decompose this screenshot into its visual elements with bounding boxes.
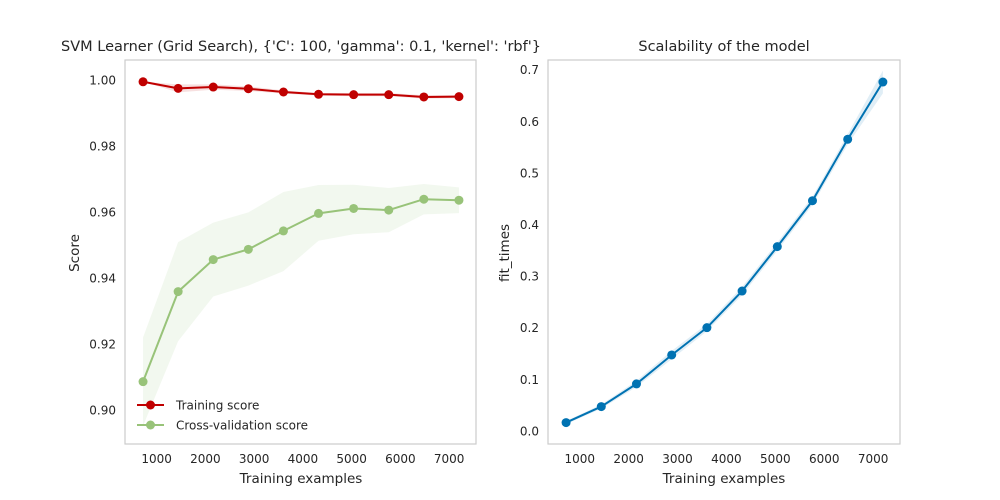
y-tick-label: 0.0 [520, 424, 539, 438]
data-point [702, 323, 712, 333]
series-lines [565, 81, 884, 424]
data-point [667, 350, 677, 360]
x-axis-label: Training examples [239, 471, 363, 487]
x-tick-label: 1000 [141, 452, 172, 466]
legend: Training score Cross-validation score [137, 399, 308, 433]
data-point [173, 83, 183, 93]
y-tick-label: 0.7 [520, 63, 539, 77]
y-tick-label: 0.4 [520, 218, 539, 232]
x-tick-label: 6000 [809, 452, 840, 466]
legend-label: Training score [175, 399, 259, 413]
data-point [631, 379, 641, 389]
x-tick-label: 5000 [336, 452, 367, 466]
legend-entry-cross-validation: Cross-validation score [137, 419, 308, 433]
x-tick-label: 2000 [190, 452, 221, 466]
y-tick-label: 0.90 [89, 403, 116, 417]
x-axis-label: Training examples [662, 471, 786, 487]
y-ticks: 0.90 0.92 0.94 0.96 0.98 1.00 [89, 73, 116, 417]
y-tick-label: 1.00 [89, 73, 116, 87]
data-point [878, 77, 888, 87]
series-line [142, 198, 459, 383]
legend-swatch-marker [146, 420, 155, 430]
data-point [454, 92, 464, 102]
data-point [737, 286, 747, 296]
data-point [807, 196, 817, 206]
x-tick-label: 3000 [239, 452, 270, 466]
y-axis-label: fit_times [497, 224, 513, 282]
data-point [349, 90, 359, 100]
series-line [565, 81, 884, 424]
x-tick-label: 7000 [858, 452, 889, 466]
x-tick-label: 4000 [711, 452, 742, 466]
series-lines [142, 80, 459, 383]
y-tick-label: 0.98 [89, 139, 116, 153]
data-point [314, 208, 324, 218]
legend-label: Cross-validation score [176, 419, 308, 433]
learning-curve-plot: SVM Learner (Grid Search), {'C': 100, 'g… [61, 39, 541, 487]
x-tick-label: 1000 [565, 452, 596, 466]
data-point [243, 244, 253, 254]
x-tick-label: 3000 [662, 452, 693, 466]
y-ticks: 0.0 0.1 0.2 0.3 0.4 0.5 0.6 0.7 [520, 63, 539, 438]
chart-title: Scalability of the model [638, 39, 809, 55]
data-point [843, 134, 853, 144]
y-tick-label: 0.1 [520, 373, 539, 387]
x-ticks: 1000 2000 3000 4000 5000 6000 7000 [141, 452, 464, 466]
data-point [561, 418, 571, 428]
data-point [384, 205, 394, 215]
data-point [419, 194, 429, 204]
axes-frame [124, 59, 477, 445]
chart-title: SVM Learner (Grid Search), {'C': 100, 'g… [61, 39, 541, 55]
y-tick-label: 0.2 [520, 321, 539, 335]
legend-entry-training: Training score [137, 399, 259, 413]
data-point [596, 402, 606, 412]
y-tick-label: 0.92 [89, 337, 116, 351]
data-point [138, 377, 148, 387]
data-point [384, 90, 394, 100]
x-tick-label: 5000 [760, 452, 791, 466]
confidence-band [143, 184, 459, 426]
y-axis-label: Score [67, 234, 83, 272]
x-tick-label: 6000 [385, 452, 416, 466]
series-markers [138, 77, 464, 387]
data-point [314, 89, 324, 99]
y-tick-label: 0.3 [520, 270, 539, 284]
x-tick-label: 7000 [434, 452, 465, 466]
x-ticks: 1000 2000 3000 4000 5000 6000 7000 [565, 452, 889, 466]
data-point [278, 87, 288, 97]
data-point [208, 255, 218, 265]
data-point [349, 203, 359, 213]
series-line [142, 80, 459, 98]
data-point [173, 287, 183, 297]
x-tick-label: 2000 [613, 452, 644, 466]
data-point [772, 242, 782, 252]
axes-frame [547, 59, 901, 445]
data-point [454, 195, 464, 205]
y-tick-label: 0.96 [89, 205, 116, 219]
series-markers [561, 77, 888, 428]
y-tick-label: 0.6 [520, 115, 539, 129]
y-tick-label: 0.94 [89, 271, 116, 285]
y-tick-label: 0.5 [520, 166, 539, 180]
data-point [208, 82, 218, 92]
data-point [278, 226, 288, 236]
legend-swatch-marker [146, 400, 155, 410]
data-point [138, 77, 148, 87]
data-point [243, 84, 253, 94]
x-tick-label: 4000 [288, 452, 319, 466]
scalability-plot: Scalability of the model Training exampl… [497, 39, 901, 487]
data-point [419, 92, 429, 102]
